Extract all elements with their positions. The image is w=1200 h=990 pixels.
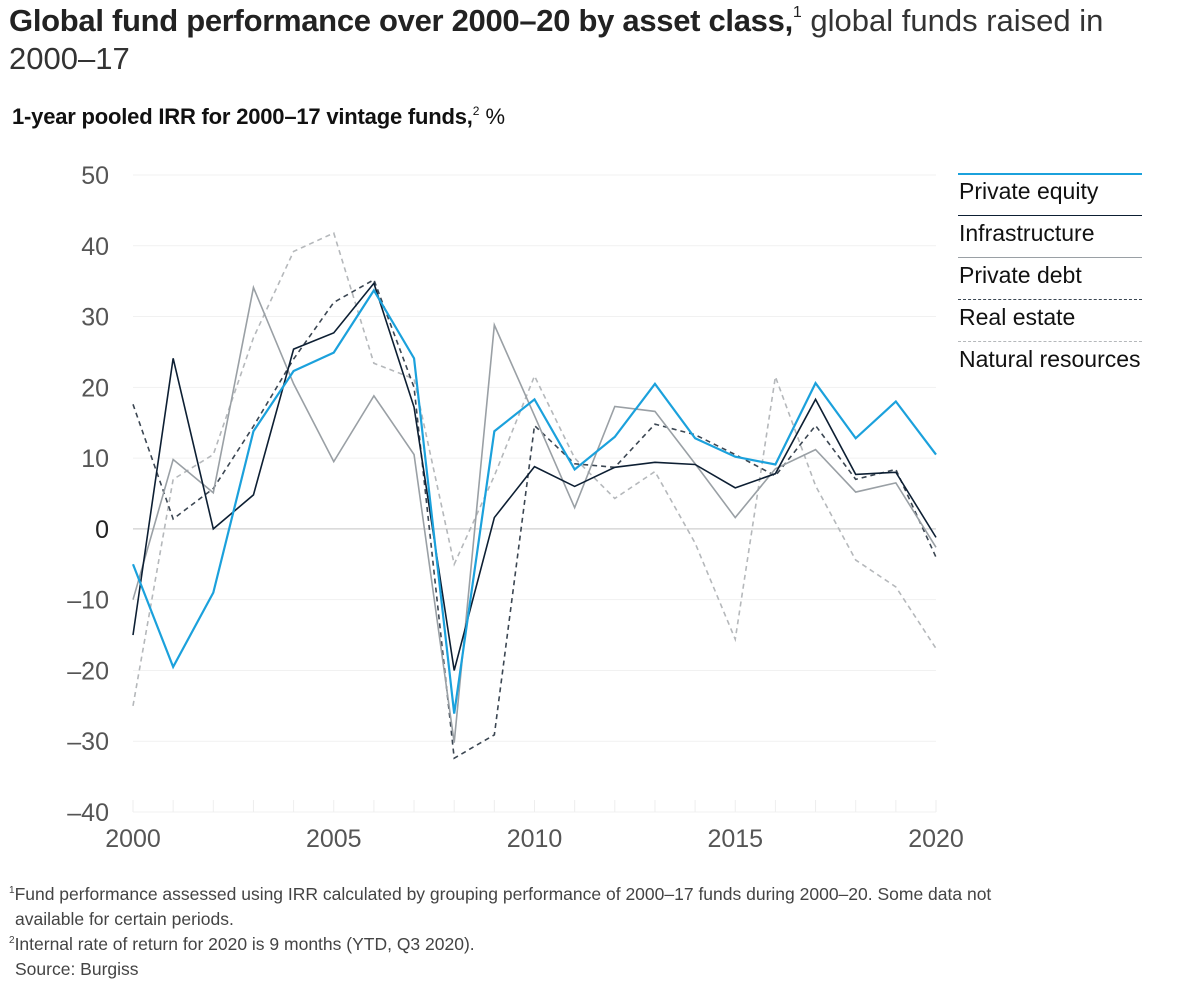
legend-label: Private debt bbox=[959, 262, 1082, 288]
x-tick-label: 2005 bbox=[306, 825, 362, 853]
title-light: global funds raised in 2000–17 bbox=[9, 3, 1104, 76]
footnote-1: 1Fund performance assessed using IRR cal… bbox=[9, 882, 1194, 907]
legend-swatch bbox=[958, 257, 1142, 258]
y-tick-label: –20 bbox=[67, 657, 109, 685]
y-tick-label: 40 bbox=[81, 233, 109, 261]
legend-item: Private equity bbox=[958, 173, 1148, 215]
legend-swatch bbox=[958, 341, 1142, 342]
legend-swatch bbox=[958, 215, 1142, 216]
series-line-natural-resources bbox=[132, 231, 937, 706]
title-footnote-marker: 1 bbox=[792, 4, 802, 21]
y-tick-label: –10 bbox=[67, 587, 109, 615]
legend-swatch bbox=[958, 173, 1142, 175]
y-tick-label: 30 bbox=[81, 304, 109, 332]
footnote-1-marker: 1 bbox=[9, 885, 15, 896]
legend-item: Natural resources bbox=[958, 341, 1148, 383]
x-tick-label: 2015 bbox=[707, 825, 763, 853]
y-tick-label: –40 bbox=[67, 799, 109, 827]
series-line-real-estate bbox=[132, 278, 937, 760]
series-line-private-equity bbox=[131, 288, 937, 714]
chart-title: Global fund performance over 2000–20 by … bbox=[9, 2, 1189, 78]
footnote-2-text: Internal rate of return for 2020 is 9 mo… bbox=[14, 934, 475, 954]
y-tick-label: 20 bbox=[81, 374, 109, 402]
legend-label: Real estate bbox=[959, 304, 1076, 330]
title-bold: Global fund performance over 2000–20 by … bbox=[9, 3, 793, 38]
series-lines bbox=[131, 231, 937, 760]
source-note: Source: Burgiss bbox=[15, 959, 139, 979]
y-tick-label: –30 bbox=[67, 728, 109, 756]
subtitle-footnote-marker: 2 bbox=[472, 104, 480, 118]
y-tick-label: 10 bbox=[81, 445, 109, 473]
y-axis-ticks: 50 40 30 20 10 0 –10 –20 –30 –40 bbox=[67, 162, 109, 827]
series-line-infrastructure bbox=[132, 281, 937, 671]
legend-item: Private debt bbox=[958, 257, 1148, 299]
legend-label: Natural resources bbox=[959, 346, 1141, 372]
x-tick-label: 2010 bbox=[507, 825, 563, 853]
series-line-private-debt bbox=[132, 284, 937, 743]
legend-label: Infrastructure bbox=[959, 220, 1095, 246]
chart-subtitle: 1-year pooled IRR for 2000–17 vintage fu… bbox=[12, 103, 505, 131]
footnote-2: 2Internal rate of return for 2020 is 9 m… bbox=[9, 932, 1194, 957]
x-tick-label: 2000 bbox=[105, 825, 161, 853]
x-axis-ticks: 2000 2005 2010 2015 2020 bbox=[105, 825, 964, 853]
legend-swatch bbox=[958, 299, 1142, 300]
subtitle-bold: 1-year pooled IRR for 2000–17 vintage fu… bbox=[12, 104, 473, 129]
legend: Private equity Infrastructure Private debt… bbox=[958, 173, 1148, 383]
legend-label: Private equity bbox=[959, 178, 1099, 204]
y-tick-label: 50 bbox=[81, 162, 109, 190]
legend-item: Real estate bbox=[958, 299, 1148, 341]
y-tick-label: 0 bbox=[95, 516, 109, 544]
footnote-1-text: Fund performance assessed using IRR calc… bbox=[14, 884, 992, 904]
subtitle-unit: % bbox=[479, 104, 506, 129]
grid-lines bbox=[132, 174, 937, 813]
footnotes: 1Fund performance assessed using IRR cal… bbox=[9, 882, 1194, 982]
legend-item: Infrastructure bbox=[958, 215, 1148, 257]
x-tick-label: 2020 bbox=[908, 825, 964, 853]
footnote-1-continued: available for certain periods. bbox=[15, 909, 234, 929]
footnote-2-marker: 2 bbox=[9, 935, 15, 946]
